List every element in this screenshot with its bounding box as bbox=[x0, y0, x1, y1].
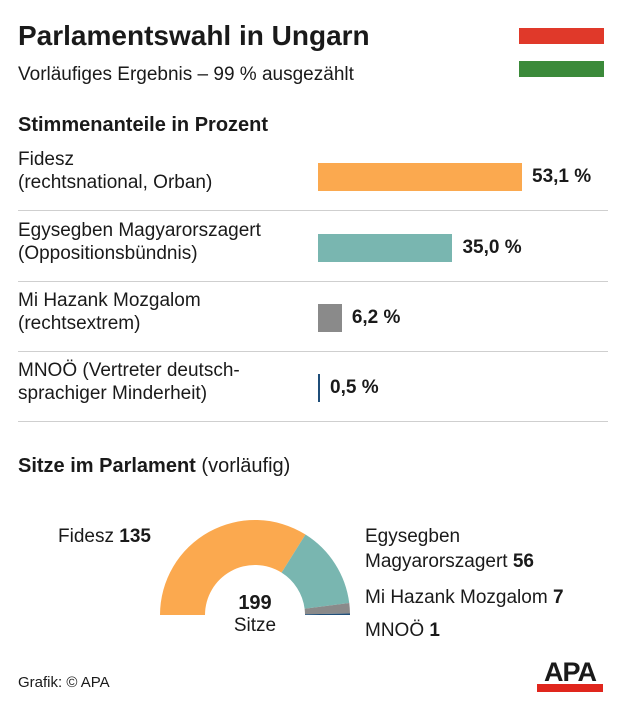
total-seats: 199 bbox=[238, 592, 272, 614]
subtitle: Vorläufiges Ergebnis – 99 % ausgezählt bbox=[18, 64, 354, 85]
seat-label-mnoo: MNOÖ 1 bbox=[365, 620, 440, 641]
bar-value-label: 35,0 % bbox=[462, 237, 522, 258]
bar-value-label: 6,2 % bbox=[351, 307, 401, 328]
apa-logo: APA bbox=[537, 659, 603, 692]
seat-label-egysegben: Egysegben Magyarorszagert 56 bbox=[365, 526, 534, 572]
bar-value-label: 53,1 % bbox=[532, 166, 592, 187]
party-description: (rechtsnational, Orban) bbox=[18, 172, 213, 193]
party-description: (rechtsextrem) bbox=[18, 313, 141, 334]
seat-label-fidesz: Fidesz 135 bbox=[58, 526, 151, 547]
bar-value-label: 0,5 % bbox=[330, 377, 379, 398]
party-name: Fidesz bbox=[18, 149, 74, 170]
page-title: Parlamentswahl in Ungarn bbox=[18, 20, 370, 51]
divider bbox=[18, 210, 608, 211]
party-label: Mi Hazank Mozgalom (rechtsextrem) bbox=[18, 289, 201, 335]
bar bbox=[318, 304, 342, 332]
party-name: Mi Hazank Mozgalom bbox=[18, 290, 201, 311]
seats-title: Sitze im Parlament (vorläufig) bbox=[18, 455, 291, 477]
party-name: MNOÖ (Vertreter deutsch- bbox=[18, 360, 240, 381]
party-label: Fidesz (rechtsnational, Orban) bbox=[18, 148, 212, 194]
bar bbox=[318, 374, 320, 402]
divider bbox=[18, 421, 608, 422]
bar bbox=[318, 234, 453, 262]
total-seats-label: Sitze bbox=[233, 615, 277, 636]
seat-label-mihazank: Mi Hazank Mozgalom 7 bbox=[365, 587, 564, 608]
hungary-flag-icon bbox=[519, 28, 604, 77]
divider bbox=[18, 351, 608, 352]
party-label: Egysegben Magyarorszagert (Oppositionsbün… bbox=[18, 219, 261, 265]
credit: Grafik: © APA bbox=[18, 674, 110, 691]
divider bbox=[18, 281, 608, 282]
seat-segment bbox=[304, 613, 350, 615]
seat-segment bbox=[160, 520, 306, 615]
seat-segment bbox=[304, 603, 350, 615]
seat-segment bbox=[281, 534, 350, 609]
vote-share-title: Stimmenanteile in Prozent bbox=[18, 114, 269, 136]
party-label: MNOÖ (Vertreter deutsch-sprachiger Minde… bbox=[18, 359, 240, 405]
party-description: (Oppositionsbündnis) bbox=[18, 243, 198, 264]
party-name: Egysegben Magyarorszagert bbox=[18, 220, 261, 241]
bar bbox=[318, 163, 522, 191]
party-description: sprachiger Minderheit) bbox=[18, 383, 208, 404]
